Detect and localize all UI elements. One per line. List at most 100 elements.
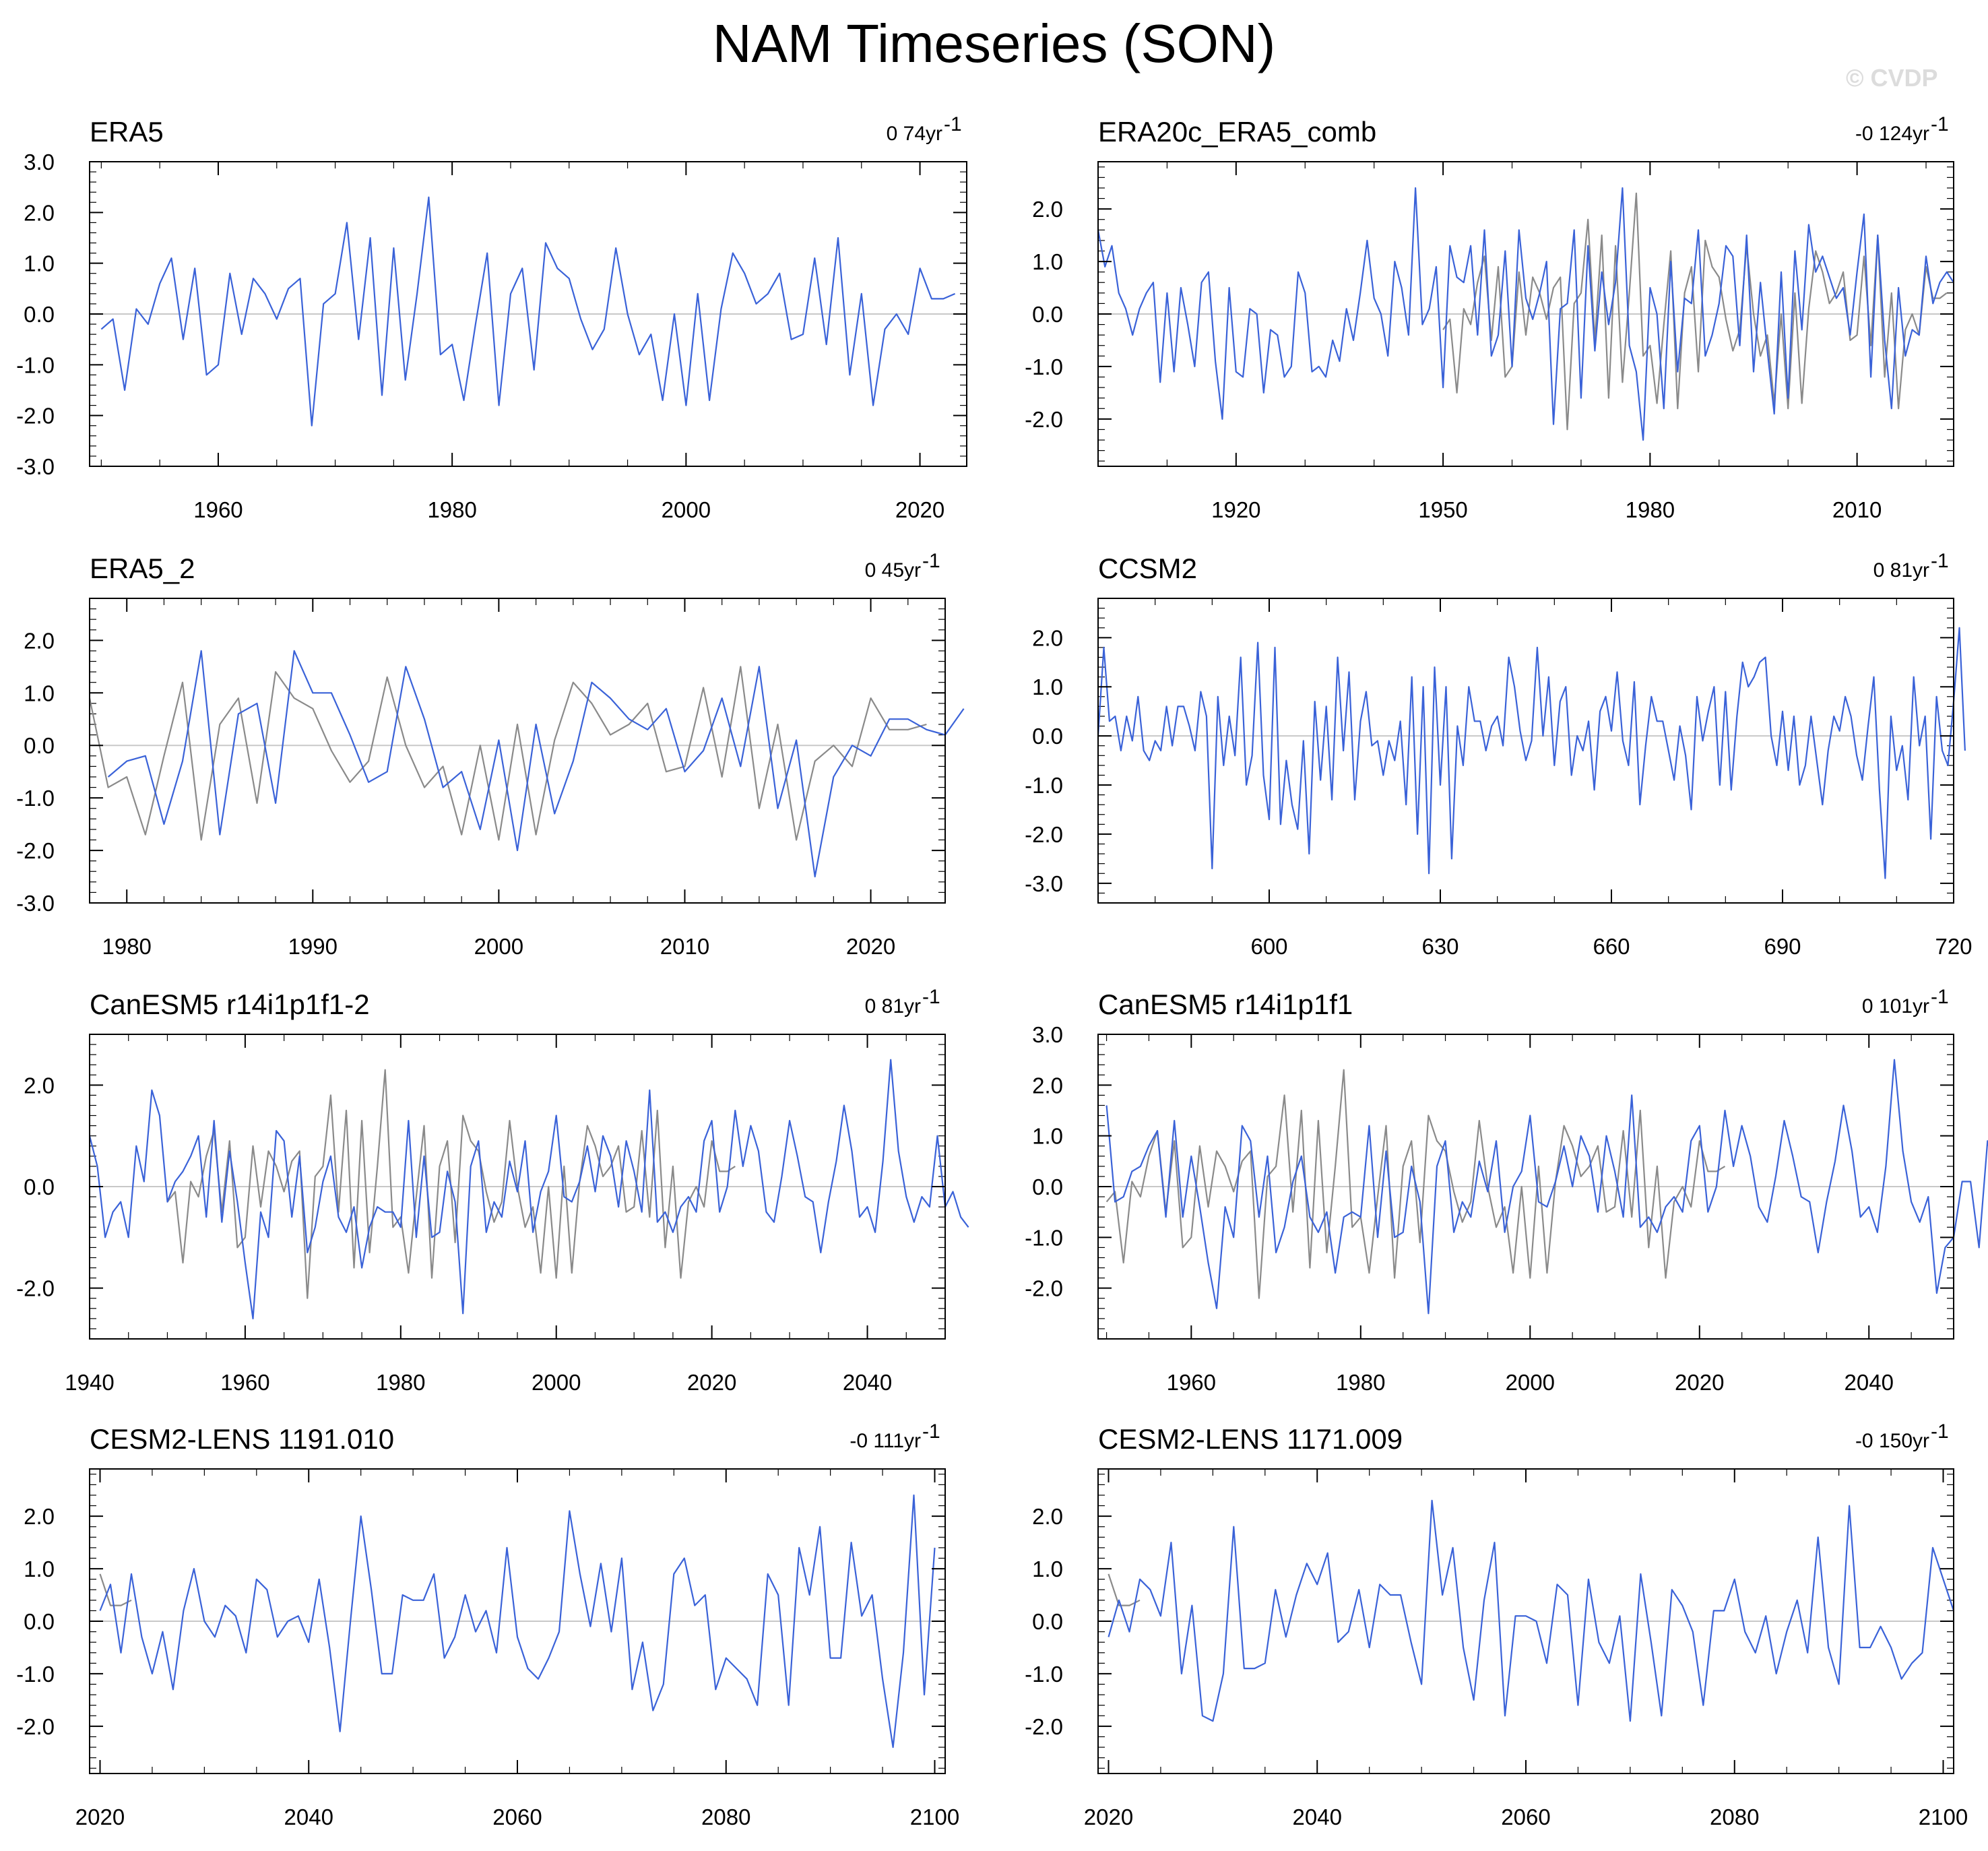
y-tick-label: -1.0: [1025, 354, 1063, 379]
trend-label: 0 74yr: [887, 123, 942, 145]
x-tick-label: 1980: [376, 1370, 425, 1395]
x-tick-label: 2060: [492, 1805, 542, 1829]
copyright-watermark: © CVDP: [1846, 64, 1938, 92]
panel-title: CESM2-LENS 1191.010: [90, 1423, 394, 1455]
y-tick-label: -2.0: [1025, 1276, 1063, 1301]
y-tick-label: 0.0: [24, 1609, 55, 1634]
x-tick-label: 1980: [1336, 1370, 1385, 1395]
y-tick-label: 1.0: [1032, 1557, 1063, 1581]
trend-label: 0 101yr: [1862, 995, 1929, 1017]
chart-panel-8: CESM2-LENS 1171.009 -0 150yr -1 2.0 1.0 0.0 -1…: [1025, 1420, 1968, 1829]
x-tick-label: 2000: [532, 1370, 581, 1395]
x-tick-label: 2000: [474, 934, 523, 959]
plot-frame: [89, 598, 946, 904]
x-tick-label: 2060: [1501, 1805, 1550, 1829]
x-tick-label: 2080: [701, 1805, 750, 1829]
x-tick-label: 2010: [660, 934, 709, 959]
panel-title: ERA20c_ERA5_comb: [1098, 116, 1376, 148]
chart-panel-4: CCSM2 0 81yr -1 2.0 1.0 0.0 -1.0 -2.0 -3.0 600 630…: [1025, 550, 1972, 959]
series-line-blue: [99, 1494, 936, 1749]
trend-superscript: -1: [1931, 1420, 1949, 1443]
y-tick-label: 1.0: [24, 1557, 55, 1581]
y-tick-label: 2.0: [1032, 1504, 1063, 1529]
y-tick-label: 1.0: [1032, 1124, 1063, 1149]
panel-title: ERA5: [90, 116, 164, 148]
x-tick-label: 2040: [284, 1805, 333, 1829]
trend-label: -0 150yr: [1855, 1430, 1929, 1452]
x-tick-label: 2020: [1675, 1370, 1724, 1395]
chart-panel-1: ERA5 0 74yr -1 3.0 2.0 1.0 0.0 -1.0 -2.0 -3.0 1960…: [16, 113, 967, 522]
x-tick-label: 630: [1421, 934, 1458, 959]
x-tick-label: 2020: [846, 934, 895, 959]
trend-superscript: -1: [922, 986, 940, 1008]
trend-superscript: -1: [944, 113, 962, 135]
trend-superscript: -1: [922, 1420, 940, 1443]
x-tick-label: 1960: [1167, 1370, 1216, 1395]
x-tick-label: 2020: [75, 1805, 125, 1829]
y-tick-label: -2.0: [16, 1276, 55, 1301]
y-tick-label: 1.0: [24, 251, 55, 276]
y-tick-label: 1.0: [1032, 674, 1063, 699]
panel-title: CanESM5 r14i1p1f1-2: [90, 989, 370, 1020]
y-tick-label: 2.0: [24, 1504, 55, 1529]
y-tick-label: -2.0: [16, 838, 55, 863]
chart-panel-7: CESM2-LENS 1191.010 -0 111yr -1 2.0 1.0 0.0 -1…: [16, 1420, 959, 1829]
trend-label: -0 124yr: [1855, 123, 1929, 145]
trend-label: 0 81yr: [1873, 559, 1929, 582]
series-line-blue: [1097, 187, 1954, 441]
x-tick-label: 2080: [1710, 1805, 1759, 1829]
x-tick-label: 2040: [843, 1370, 892, 1395]
series-line-blue: [1108, 1499, 1955, 1722]
y-tick-label: -3.0: [16, 891, 55, 916]
series-line-gray: [1442, 192, 1948, 431]
trend-label: 0 81yr: [865, 995, 921, 1017]
trend-label: -0 111yr: [849, 1430, 921, 1452]
series-line-blue: [88, 1059, 969, 1320]
y-tick-label: 0.0: [1032, 302, 1063, 327]
x-tick-label: 2020: [1084, 1805, 1133, 1829]
figure-title: NAM Timeseries (SON): [712, 13, 1276, 73]
y-tick-label: 0.0: [1032, 724, 1063, 749]
y-tick-label: -3.0: [1025, 871, 1063, 896]
chart-panel-2: ERA20c_ERA5_comb -0 124yr -1 2.0 1.0 0.0 -1.0 -…: [1025, 113, 1954, 522]
trend-superscript: -1: [1931, 550, 1949, 572]
y-tick-label: 2.0: [24, 628, 55, 653]
y-tick-label: 0.0: [24, 1174, 55, 1199]
trend-superscript: -1: [1931, 113, 1949, 135]
series-line-gray: [1105, 1069, 1726, 1299]
y-tick-label: 0.0: [24, 302, 55, 327]
y-tick-label: 0.0: [1032, 1609, 1063, 1634]
series-line-blue: [1105, 1059, 1988, 1315]
x-tick-label: 2000: [662, 497, 711, 522]
y-tick-label: -2.0: [16, 404, 55, 429]
x-tick-label: 720: [1935, 934, 1972, 959]
plot-frame: [1097, 598, 1954, 904]
y-tick-label: -1.0: [16, 786, 55, 811]
y-tick-label: 2.0: [1032, 1073, 1063, 1098]
y-tick-label: -1.0: [16, 352, 55, 377]
x-tick-label: 2020: [687, 1370, 736, 1395]
trend-superscript: -1: [1931, 986, 1949, 1008]
x-tick-label: 1960: [193, 497, 243, 522]
series-line-gray: [166, 1069, 736, 1299]
y-tick-label: -1.0: [16, 1662, 55, 1687]
y-tick-label: -2.0: [1025, 407, 1063, 432]
chart-panel-6: CanESM5 r14i1p1f1 0 101yr -1 3.0 2.0 1.0 0.0 -1…: [1025, 986, 1988, 1395]
series-line-blue: [100, 196, 956, 427]
y-tick-label: 2.0: [24, 1073, 55, 1098]
x-tick-label: 690: [1764, 934, 1801, 959]
x-tick-label: 1920: [1211, 497, 1260, 522]
y-tick-label: -1.0: [1025, 1225, 1063, 1250]
y-tick-label: 3.0: [24, 150, 55, 175]
x-tick-label: 1980: [102, 934, 152, 959]
x-tick-label: 2040: [1293, 1805, 1342, 1829]
y-tick-label: 0.0: [1032, 1174, 1063, 1199]
series-line-gray: [88, 666, 927, 841]
x-tick-label: 2010: [1832, 497, 1882, 522]
x-tick-label: 1960: [220, 1370, 269, 1395]
x-tick-label: 2020: [895, 497, 944, 522]
x-tick-label: 1980: [427, 497, 476, 522]
x-tick-label: 2000: [1506, 1370, 1555, 1395]
x-tick-label: 2040: [1845, 1370, 1894, 1395]
